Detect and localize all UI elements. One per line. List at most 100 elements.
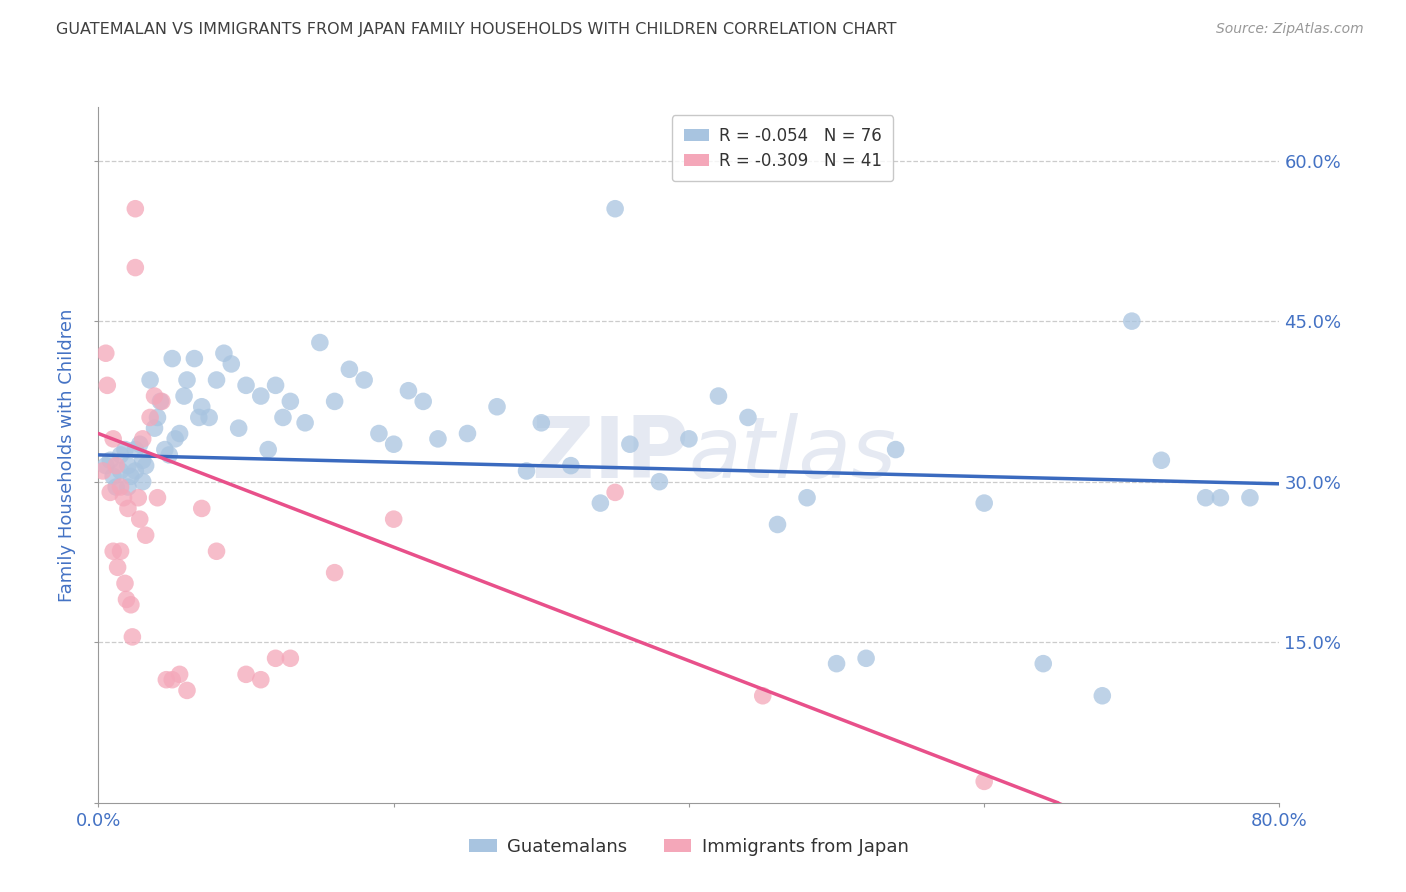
Point	[309, 335, 332, 350]
Point	[589, 496, 612, 510]
Point	[143, 389, 166, 403]
Point	[235, 378, 257, 392]
Point	[124, 464, 146, 478]
Point	[169, 426, 191, 441]
Point	[176, 683, 198, 698]
Point	[382, 437, 405, 451]
Point	[103, 432, 125, 446]
Point	[117, 480, 139, 494]
Point	[294, 416, 316, 430]
Point	[751, 689, 773, 703]
Point	[250, 673, 273, 687]
Point	[124, 442, 146, 457]
Point	[278, 651, 302, 665]
Point	[257, 442, 280, 457]
Y-axis label: Family Households with Children: Family Households with Children	[58, 309, 76, 601]
Point	[353, 373, 375, 387]
Point	[884, 442, 907, 457]
Point	[98, 453, 121, 467]
Point	[105, 458, 128, 473]
Point	[117, 458, 139, 473]
Point	[143, 421, 166, 435]
Point	[183, 351, 205, 366]
Point	[132, 432, 155, 446]
Point	[382, 512, 405, 526]
Point	[368, 426, 391, 441]
Point	[1195, 491, 1218, 505]
Point	[973, 496, 995, 510]
Point	[187, 410, 209, 425]
Point	[605, 202, 627, 216]
Point	[278, 394, 302, 409]
Point	[103, 469, 125, 483]
Point	[176, 373, 198, 387]
Point	[707, 389, 730, 403]
Point	[117, 501, 139, 516]
Point	[105, 480, 128, 494]
Point	[412, 394, 434, 409]
Point	[114, 576, 136, 591]
Point	[1150, 453, 1173, 467]
Text: Source: ZipAtlas.com: Source: ZipAtlas.com	[1216, 22, 1364, 37]
Point	[1239, 491, 1261, 505]
Point	[128, 512, 150, 526]
Point	[155, 673, 177, 687]
Point	[191, 400, 214, 414]
Point	[796, 491, 818, 505]
Point	[766, 517, 789, 532]
Point	[110, 448, 132, 462]
Point	[139, 373, 162, 387]
Point	[973, 774, 995, 789]
Point	[120, 598, 142, 612]
Point	[219, 357, 242, 371]
Point	[94, 458, 117, 473]
Point	[127, 491, 149, 505]
Point	[112, 491, 135, 505]
Point	[169, 667, 191, 681]
Point	[96, 378, 118, 392]
Point	[855, 651, 877, 665]
Point	[605, 485, 627, 500]
Point	[619, 437, 641, 451]
Point	[121, 630, 143, 644]
Point	[427, 432, 450, 446]
Point	[648, 475, 671, 489]
Point	[1032, 657, 1054, 671]
Point	[139, 410, 162, 425]
Point	[162, 351, 183, 366]
Point	[825, 657, 848, 671]
Point	[110, 464, 132, 478]
Point	[146, 410, 169, 425]
Point	[1209, 491, 1232, 505]
Point	[205, 544, 228, 558]
Point	[323, 394, 346, 409]
Point	[157, 448, 180, 462]
Point	[150, 394, 173, 409]
Point	[103, 544, 125, 558]
Point	[110, 544, 132, 558]
Point	[124, 202, 146, 216]
Point	[149, 394, 172, 409]
Point	[515, 464, 537, 478]
Text: GUATEMALAN VS IMMIGRANTS FROM JAPAN FAMILY HOUSEHOLDS WITH CHILDREN CORRELATION : GUATEMALAN VS IMMIGRANTS FROM JAPAN FAMI…	[56, 22, 897, 37]
Point	[250, 389, 273, 403]
Text: atlas: atlas	[689, 413, 897, 497]
Point	[132, 453, 155, 467]
Point	[135, 528, 157, 542]
Point	[132, 475, 155, 489]
Point	[737, 410, 759, 425]
Point	[456, 426, 478, 441]
Point	[205, 373, 228, 387]
Point	[98, 485, 121, 500]
Point	[1091, 689, 1114, 703]
Point	[115, 592, 138, 607]
Point	[173, 389, 195, 403]
Point	[135, 458, 157, 473]
Legend: Guatemalans, Immigrants from Japan: Guatemalans, Immigrants from Japan	[463, 831, 915, 863]
Point	[191, 501, 214, 516]
Point	[235, 667, 257, 681]
Point	[128, 437, 150, 451]
Point	[486, 400, 509, 414]
Point	[91, 464, 114, 478]
Point	[146, 491, 169, 505]
